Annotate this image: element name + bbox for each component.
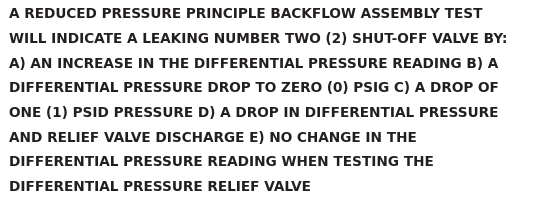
Text: A) AN INCREASE IN THE DIFFERENTIAL PRESSURE READING B) A: A) AN INCREASE IN THE DIFFERENTIAL PRESS… <box>9 57 498 71</box>
Text: ONE (1) PSID PRESSURE D) A DROP IN DIFFERENTIAL PRESSURE: ONE (1) PSID PRESSURE D) A DROP IN DIFFE… <box>9 106 498 120</box>
Text: AND RELIEF VALVE DISCHARGE E) NO CHANGE IN THE: AND RELIEF VALVE DISCHARGE E) NO CHANGE … <box>9 131 417 145</box>
Text: DIFFERENTIAL PRESSURE READING WHEN TESTING THE: DIFFERENTIAL PRESSURE READING WHEN TESTI… <box>9 155 434 169</box>
Text: WILL INDICATE A LEAKING NUMBER TWO (2) SHUT-OFF VALVE BY:: WILL INDICATE A LEAKING NUMBER TWO (2) S… <box>9 32 507 46</box>
Text: A REDUCED PRESSURE PRINCIPLE BACKFLOW ASSEMBLY TEST: A REDUCED PRESSURE PRINCIPLE BACKFLOW AS… <box>9 7 483 21</box>
Text: DIFFERENTIAL PRESSURE RELIEF VALVE: DIFFERENTIAL PRESSURE RELIEF VALVE <box>9 180 311 194</box>
Text: DIFFERENTIAL PRESSURE DROP TO ZERO (0) PSIG C) A DROP OF: DIFFERENTIAL PRESSURE DROP TO ZERO (0) P… <box>9 81 499 95</box>
